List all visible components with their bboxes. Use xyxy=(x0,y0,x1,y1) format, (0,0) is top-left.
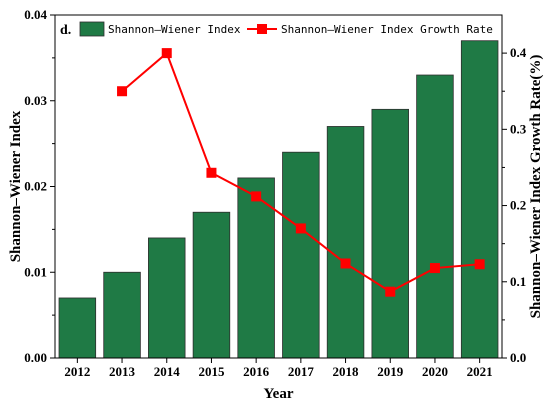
left-tick-label: 0.04 xyxy=(24,7,47,22)
bar-2021 xyxy=(460,40,499,359)
left-tick-label: 0.03 xyxy=(24,93,47,108)
growth-rate-point-2018 xyxy=(340,258,351,269)
growth-rate-point-2016 xyxy=(251,191,262,202)
growth-rate-point-2017 xyxy=(295,223,306,234)
bar-series xyxy=(58,40,499,359)
right-tick-label: 0.0 xyxy=(510,350,526,365)
growth-rate-point-2021 xyxy=(474,259,485,270)
left-y-axis: 0.00 0.01 0.02 0.03 0.04 xyxy=(24,7,55,365)
growth-rate-point-2013 xyxy=(117,86,128,97)
right-y-axis-title: Shannon–Wiener Index Growth Rate(%) xyxy=(528,55,544,319)
growth-rate-point-2020 xyxy=(429,263,440,274)
bar-2012 xyxy=(58,297,97,359)
right-tick-label: 0.3 xyxy=(510,121,527,136)
plot-area xyxy=(54,14,503,359)
x-tick-label: 2021 xyxy=(467,364,493,379)
bar-2020 xyxy=(416,74,454,359)
legend-bar-swatch xyxy=(79,21,105,37)
bar-2013 xyxy=(103,271,141,359)
x-tick-label: 2018 xyxy=(333,364,360,379)
x-tick-label: 2016 xyxy=(243,364,270,379)
legend-line-label: Shannon–Wiener Index Growth Rate xyxy=(281,23,493,36)
x-tick-label: 2017 xyxy=(288,364,315,379)
left-y-axis-title: Shannon–Wiener Index xyxy=(8,110,24,262)
x-tick-label: 2019 xyxy=(377,364,404,379)
x-axis: 2012 2013 2014 2015 2016 2017 2018 2019 2020 2021 xyxy=(64,358,493,379)
bar-2015 xyxy=(192,211,231,359)
legend: Shannon–Wiener Index Shannon–Wiener Inde… xyxy=(79,21,493,37)
bar-2019 xyxy=(371,108,409,359)
x-tick-label: 2012 xyxy=(64,364,90,379)
x-tick-label: 2015 xyxy=(198,364,225,379)
bar-2016 xyxy=(237,177,275,359)
x-axis-title: Year xyxy=(264,386,294,402)
x-tick-label: 2020 xyxy=(422,364,448,379)
right-tick-label: 0.1 xyxy=(510,274,526,289)
right-tick-label: 0.2 xyxy=(510,198,526,213)
bar-2018 xyxy=(326,126,365,359)
growth-rate-point-2019 xyxy=(385,286,396,297)
line-series xyxy=(117,48,485,297)
x-tick-label: 2013 xyxy=(109,364,136,379)
x-tick-label: 2014 xyxy=(154,364,181,379)
legend-line-marker xyxy=(257,24,267,34)
left-tick-label: 0.01 xyxy=(24,264,47,279)
left-tick-label: 0.00 xyxy=(24,350,47,365)
right-tick-label: 0.4 xyxy=(510,45,527,60)
bar-2014 xyxy=(148,237,186,359)
bar-2017 xyxy=(282,151,320,359)
legend-bar-label: Shannon–Wiener Index xyxy=(108,23,241,36)
left-tick-label: 0.02 xyxy=(24,179,47,194)
growth-rate-point-2014 xyxy=(161,48,172,59)
right-y-axis: 0.0 0.1 0.2 0.3 0.4 xyxy=(502,45,527,365)
growth-rate-point-2015 xyxy=(206,167,217,178)
panel-label: d. xyxy=(60,23,71,38)
